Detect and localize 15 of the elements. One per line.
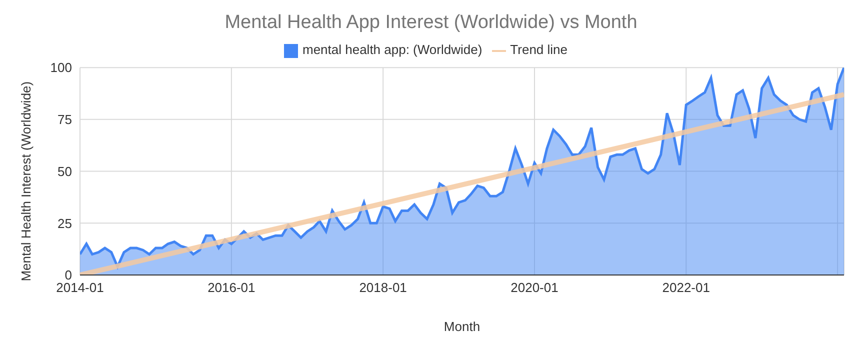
x-tick-label: 2018-01: [359, 280, 407, 296]
x-tick-label: 2022-01: [662, 280, 710, 296]
y-axis-title: Mental Health Interest (Worldwide): [18, 81, 34, 282]
x-tick-label: 2020-01: [510, 280, 558, 296]
y-tick-label: 0: [64, 268, 72, 283]
y-tick-label: 100: [50, 60, 72, 76]
legend-label: mental health app: (Worldwide): [302, 42, 482, 57]
legend-label: Trend line: [510, 42, 568, 57]
y-tick-label: 25: [58, 216, 72, 231]
x-tick-label: 2016-01: [208, 280, 256, 296]
y-tick-label: 75: [58, 112, 72, 128]
chart-title: Mental Health App Interest (Worldwide) vs Month: [224, 11, 638, 35]
x-tick-label: 2014-01: [56, 280, 104, 296]
x-axis-title: Month: [444, 319, 480, 334]
y-tick-label: 50: [58, 164, 72, 179]
